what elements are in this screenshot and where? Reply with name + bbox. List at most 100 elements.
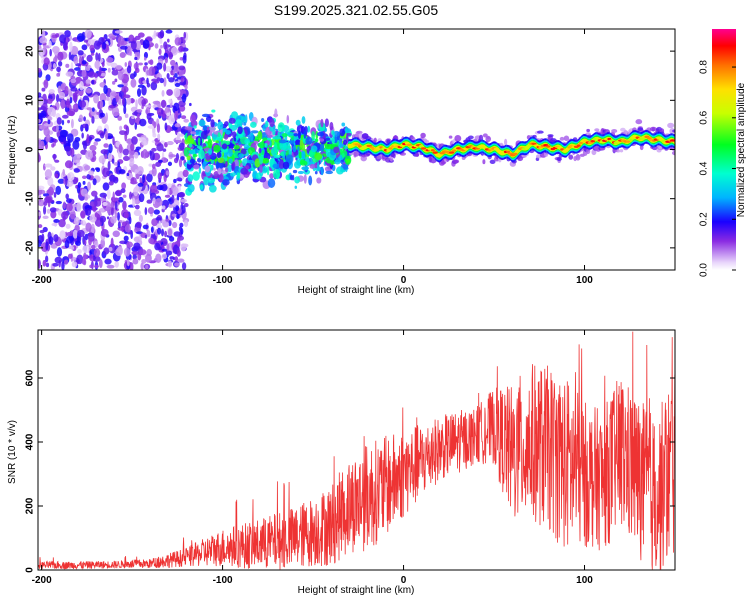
spectrogram-blob — [333, 146, 340, 154]
spectrogram-ridge-core — [354, 143, 361, 146]
spectrogram-blob — [250, 132, 254, 142]
spectrogram-blob — [165, 250, 173, 256]
spectrogram-blob — [131, 115, 135, 120]
spectrogram-blob — [61, 261, 65, 270]
spectrogram-blob — [223, 133, 229, 140]
spectrogram-blob — [38, 118, 41, 124]
spectrogram-blob — [158, 220, 162, 229]
spectrogram-blob — [39, 36, 48, 44]
spectrogram-blob — [90, 223, 95, 234]
spectrogram-blob — [38, 259, 41, 269]
spectrogram-blob — [112, 191, 115, 202]
spectrogram-blob — [122, 94, 131, 99]
colorbar-tick-label: 0.4 — [699, 161, 710, 175]
spectrogram-blob — [76, 202, 82, 213]
spectrogram-blob — [151, 147, 157, 152]
spectrogram-blob — [233, 144, 240, 150]
spectrogram-blob — [133, 151, 139, 159]
spectrogram-blob — [203, 176, 209, 186]
spectrogram-blob — [231, 111, 238, 119]
spectrogram-blob — [115, 94, 119, 103]
spectrogram-blob — [89, 214, 97, 223]
spectrogram-blob — [165, 170, 170, 176]
spectrogram-blob — [51, 108, 57, 118]
spectrogram-blob — [129, 262, 134, 270]
spectrogram-ridge-core — [437, 154, 442, 157]
snr-y-label: SNR (10 * v/v) — [7, 420, 18, 484]
spectrogram-blob — [131, 136, 138, 145]
spectrogram-blob — [108, 247, 113, 252]
spectrogram-halo — [485, 136, 492, 142]
spectrogram-blob — [56, 72, 61, 77]
spectrogram-blob — [176, 177, 183, 182]
spectrogram-blob — [50, 166, 56, 171]
spectrogram-blob — [100, 149, 109, 155]
spectrogram-halo — [453, 159, 460, 164]
spectrogram-blob — [103, 247, 110, 255]
spectrogram-blob — [103, 84, 108, 95]
spectrogram-blob — [55, 185, 62, 195]
spectrogram-blob — [177, 184, 182, 193]
spectrogram-blob — [174, 37, 182, 46]
spectrogram-blob — [56, 66, 61, 73]
spectrogram-blob — [160, 109, 164, 115]
spectrogram-blob — [240, 167, 249, 175]
spectrogram-blob — [43, 127, 50, 137]
spectrogram-blob — [181, 262, 187, 270]
spectrogram-blob — [141, 174, 145, 184]
spectrogram-blob — [72, 154, 81, 164]
spectrogram-blob — [288, 140, 295, 144]
spectrogram-blob — [237, 126, 243, 135]
spectrogram-blob — [130, 143, 135, 151]
spectrogram-blob — [168, 236, 175, 242]
colorbar-gradient — [712, 29, 736, 270]
colorbar-tick-label: 0.8 — [699, 60, 710, 74]
spectrogram-blob — [53, 219, 60, 223]
spectrogram-blob — [55, 200, 62, 205]
spectrogram-blob — [123, 247, 131, 257]
spectrogram-blob — [314, 170, 318, 175]
x-tick-label: -200 — [32, 275, 52, 286]
spectrogram-blob — [273, 154, 281, 159]
spectrogram-blob — [156, 143, 164, 152]
spectrogram-blob — [42, 259, 47, 267]
spectrogram-blob — [149, 184, 158, 193]
spectrogram-blob — [106, 216, 110, 220]
spectrogram-blob — [93, 114, 100, 120]
spectrogram-blob — [198, 167, 202, 174]
spectrogram-blob — [295, 119, 301, 126]
spectrogram-blob — [166, 141, 174, 146]
spectrogram-blob — [119, 52, 126, 58]
spectrogram-blob — [69, 41, 73, 52]
spectrogram-blob — [114, 30, 123, 34]
spectrogram-blob — [137, 113, 140, 119]
spectrogram-blob — [236, 172, 241, 179]
spectrogram-marks — [38, 29, 675, 270]
spectrogram-blob — [316, 177, 322, 184]
spectrogram-blob — [112, 136, 115, 146]
y-tick-label: -20 — [25, 240, 36, 255]
spectrogram-blob — [238, 141, 242, 146]
spectrogram-blob — [204, 165, 211, 173]
spectrogram-blob — [80, 188, 88, 197]
spectrogram-halo — [556, 157, 562, 162]
spectrogram-halo — [482, 133, 488, 138]
spectrogram-blob — [82, 123, 87, 129]
spectrogram-blob — [224, 161, 228, 167]
spectrogram-blob — [65, 63, 70, 68]
spectrogram-blob — [160, 44, 163, 49]
spectrogram-halo — [454, 135, 462, 142]
spectrogram-blob — [316, 131, 325, 137]
spectrogram-blob — [254, 158, 261, 168]
spectrogram-blob — [159, 29, 165, 39]
colorbar-tick-label: 0.2 — [699, 212, 710, 226]
spectrogram-ridge-core — [432, 151, 438, 154]
spectrogram-blob — [38, 185, 45, 190]
spectrogram-blob — [70, 118, 74, 129]
spectrogram-ridge-core — [482, 146, 488, 149]
spectrogram-ridge-core — [512, 152, 518, 156]
spectrogram-halo — [568, 154, 574, 160]
spectrogram-blob — [93, 141, 99, 146]
spectrogram-blob — [148, 67, 152, 76]
spectrogram-halo — [619, 149, 624, 153]
